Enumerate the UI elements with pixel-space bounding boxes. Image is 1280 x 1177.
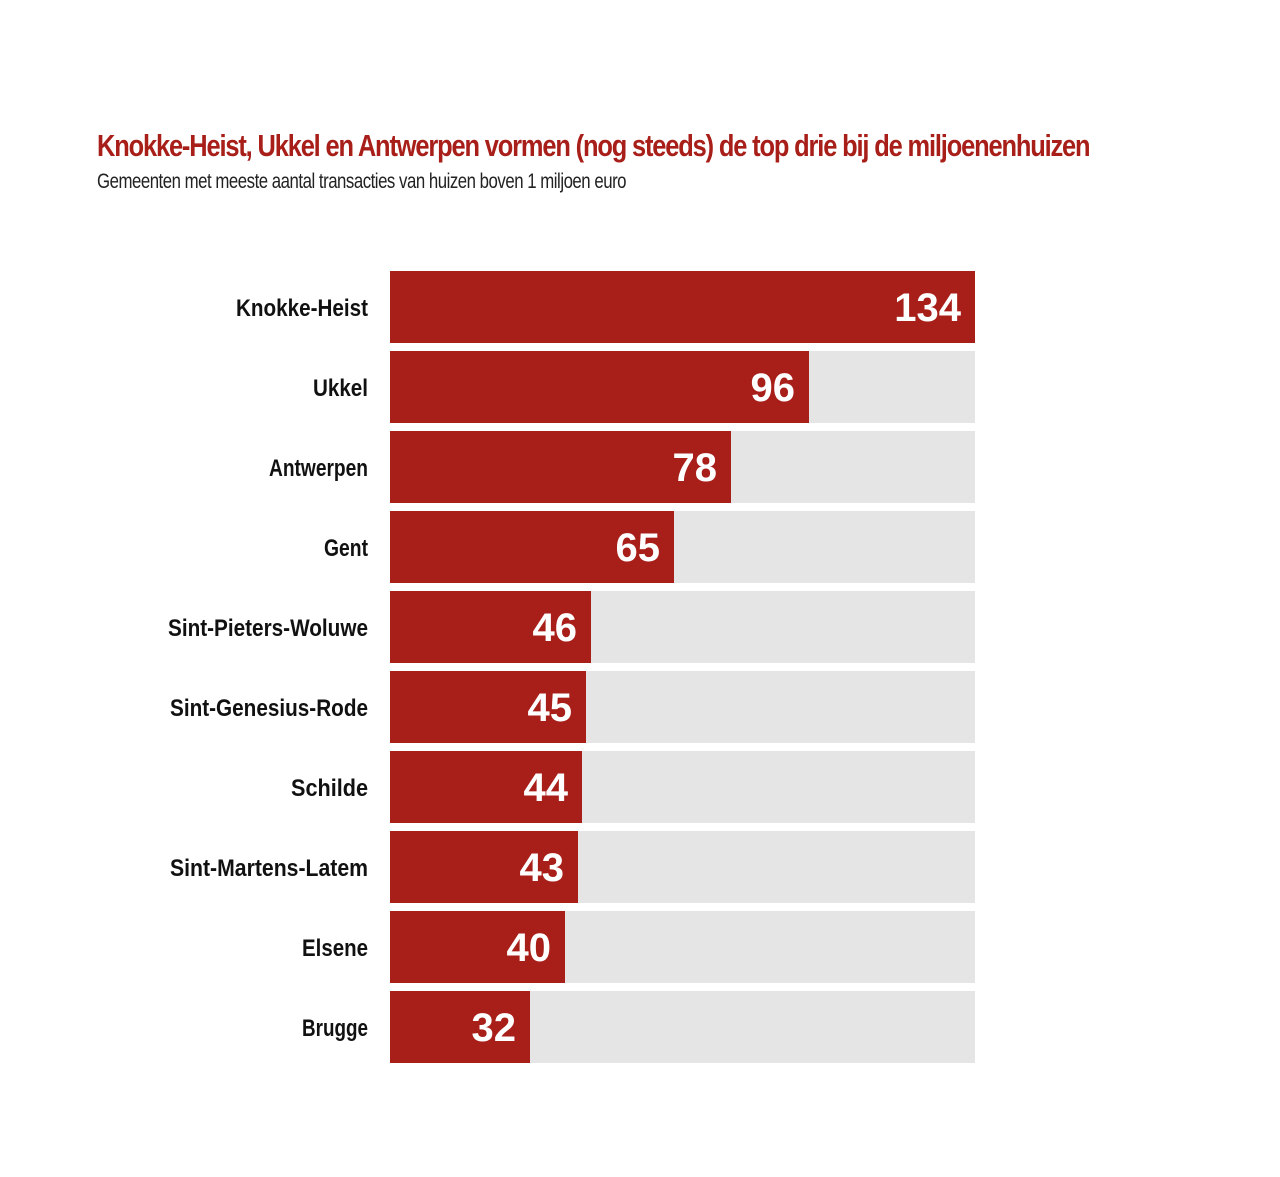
value-label: 45 <box>528 686 573 730</box>
bar <box>390 591 591 663</box>
bar <box>390 831 578 903</box>
chart-title: Knokke-Heist, Ukkel en Antwerpen vormen … <box>97 128 1091 163</box>
bar <box>390 991 530 1063</box>
category-label: Sint-Martens-Latem <box>170 855 368 882</box>
category-label: Ukkel <box>313 375 368 402</box>
value-label: 78 <box>673 446 718 490</box>
value-label: 43 <box>520 846 565 890</box>
category-label: Sint-Pieters-Woluwe <box>168 615 368 642</box>
bar <box>390 271 975 343</box>
value-label: 32 <box>472 1006 517 1050</box>
bar-row-gent: Gent 65 <box>324 511 975 583</box>
value-label: 46 <box>533 606 578 650</box>
value-label: 134 <box>894 286 961 330</box>
category-label: Knokke-Heist <box>236 295 368 322</box>
category-label: Sint-Genesius-Rode <box>170 695 368 722</box>
bar <box>390 911 565 983</box>
bar-row-knokke-heist: Knokke-Heist 134 <box>236 271 975 343</box>
bar <box>390 751 582 823</box>
category-label: Schilde <box>291 775 368 802</box>
bar-row-schilde: Schilde 44 <box>291 751 975 823</box>
bar-row-sint-pieters-woluwe: Sint-Pieters-Woluwe 46 <box>168 591 975 663</box>
bar-row-elsene: Elsene 40 <box>302 911 975 983</box>
bar-row-sint-martens-latem: Sint-Martens-Latem 43 <box>170 831 975 903</box>
category-label: Brugge <box>302 1015 368 1042</box>
category-label: Elsene <box>302 935 368 962</box>
bar-row-antwerpen: Antwerpen 78 <box>269 431 975 503</box>
value-label: 44 <box>524 766 569 810</box>
chart-subtitle: Gemeenten met meeste aantal transacties … <box>97 170 627 193</box>
value-label: 96 <box>751 366 796 410</box>
value-label: 40 <box>507 926 552 970</box>
bar-row-sint-genesius-rode: Sint-Genesius-Rode 45 <box>170 671 975 743</box>
bar-row-brugge: Brugge 32 <box>302 991 975 1063</box>
bar <box>390 351 809 423</box>
category-label: Antwerpen <box>269 455 368 482</box>
category-label: Gent <box>324 535 368 562</box>
bar <box>390 671 586 743</box>
bar <box>390 431 731 503</box>
bar-row-ukkel: Ukkel 96 <box>313 351 975 423</box>
value-label: 65 <box>616 526 661 570</box>
bar <box>390 511 674 583</box>
